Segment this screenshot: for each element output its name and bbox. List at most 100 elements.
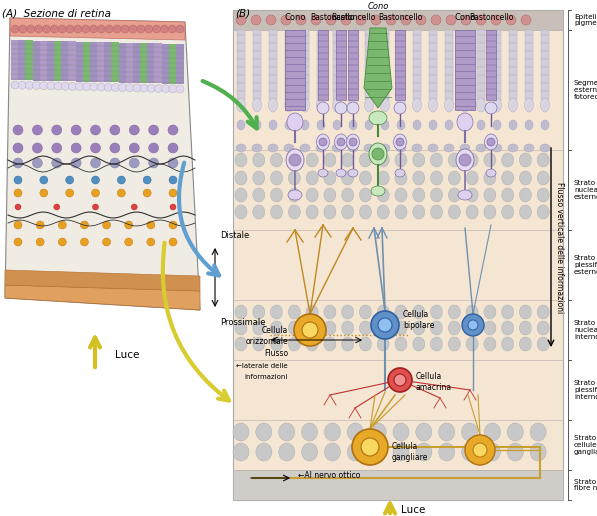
Circle shape — [388, 368, 412, 392]
Ellipse shape — [317, 120, 325, 130]
Ellipse shape — [377, 321, 389, 335]
Ellipse shape — [380, 144, 390, 152]
Ellipse shape — [306, 171, 318, 185]
Circle shape — [281, 15, 291, 25]
Text: Cono: Cono — [454, 13, 476, 22]
Circle shape — [91, 143, 100, 153]
Ellipse shape — [525, 120, 533, 130]
Ellipse shape — [133, 84, 141, 92]
Ellipse shape — [270, 188, 282, 202]
Ellipse shape — [341, 305, 353, 319]
Ellipse shape — [397, 120, 405, 130]
Text: ←laterale delle: ←laterale delle — [236, 363, 288, 369]
Ellipse shape — [369, 111, 387, 125]
Circle shape — [50, 25, 59, 33]
Circle shape — [296, 15, 306, 25]
Ellipse shape — [413, 153, 425, 167]
Ellipse shape — [430, 205, 442, 219]
Ellipse shape — [279, 443, 295, 461]
Circle shape — [352, 429, 388, 465]
Ellipse shape — [253, 188, 265, 202]
Circle shape — [32, 158, 42, 168]
Ellipse shape — [537, 305, 549, 319]
Polygon shape — [10, 18, 185, 40]
Bar — [104, 42, 112, 82]
Bar — [429, 30, 437, 100]
Ellipse shape — [359, 171, 371, 185]
Ellipse shape — [236, 144, 246, 152]
Ellipse shape — [269, 120, 277, 130]
Bar — [18, 40, 26, 80]
Circle shape — [168, 125, 178, 135]
Polygon shape — [5, 270, 200, 291]
Ellipse shape — [335, 102, 347, 114]
Ellipse shape — [347, 443, 364, 461]
Ellipse shape — [253, 98, 261, 112]
Circle shape — [14, 176, 22, 184]
Circle shape — [168, 25, 176, 33]
Ellipse shape — [270, 337, 282, 351]
Ellipse shape — [395, 188, 407, 202]
Bar — [269, 30, 277, 100]
Ellipse shape — [285, 120, 293, 130]
Circle shape — [59, 221, 66, 229]
Circle shape — [149, 158, 159, 168]
Bar — [237, 30, 245, 100]
Circle shape — [176, 25, 184, 33]
Circle shape — [110, 143, 120, 153]
Circle shape — [311, 15, 321, 25]
Ellipse shape — [32, 82, 41, 89]
Ellipse shape — [288, 205, 300, 219]
Ellipse shape — [237, 120, 245, 130]
Circle shape — [169, 176, 177, 184]
Ellipse shape — [333, 98, 341, 112]
Ellipse shape — [364, 144, 374, 152]
Ellipse shape — [413, 188, 425, 202]
Bar — [301, 30, 309, 100]
Circle shape — [431, 15, 441, 25]
Circle shape — [35, 25, 42, 33]
Ellipse shape — [253, 205, 265, 219]
Bar — [445, 30, 453, 100]
Circle shape — [118, 189, 125, 197]
Bar — [486, 30, 496, 100]
Ellipse shape — [393, 423, 409, 441]
Ellipse shape — [448, 337, 460, 351]
Bar — [140, 43, 148, 83]
Ellipse shape — [541, 120, 549, 130]
Ellipse shape — [39, 82, 48, 90]
Text: Strato delle
cellule
gangliari: Strato delle cellule gangliari — [574, 435, 597, 455]
Circle shape — [97, 25, 106, 33]
Ellipse shape — [288, 305, 300, 319]
Circle shape — [461, 15, 471, 25]
Ellipse shape — [461, 443, 478, 461]
Circle shape — [59, 238, 66, 246]
Ellipse shape — [306, 188, 318, 202]
Ellipse shape — [484, 321, 496, 335]
Circle shape — [32, 125, 42, 135]
Circle shape — [131, 204, 137, 210]
Ellipse shape — [11, 81, 19, 89]
Ellipse shape — [253, 305, 265, 319]
Circle shape — [371, 15, 381, 25]
Bar — [233, 10, 563, 30]
Circle shape — [13, 158, 23, 168]
Ellipse shape — [288, 337, 300, 351]
Ellipse shape — [430, 321, 442, 335]
Bar — [395, 30, 405, 100]
Circle shape — [129, 158, 139, 168]
Ellipse shape — [396, 98, 405, 112]
Text: Strato
plessiforme
esterno: Strato plessiforme esterno — [574, 255, 597, 275]
Circle shape — [465, 435, 495, 465]
Bar — [381, 30, 389, 100]
Ellipse shape — [448, 321, 460, 335]
Ellipse shape — [519, 205, 531, 219]
Ellipse shape — [332, 144, 342, 152]
Ellipse shape — [301, 120, 309, 130]
Ellipse shape — [270, 153, 282, 167]
Ellipse shape — [448, 205, 460, 219]
Ellipse shape — [268, 144, 278, 152]
Circle shape — [168, 158, 178, 168]
Ellipse shape — [316, 98, 325, 112]
Ellipse shape — [256, 423, 272, 441]
